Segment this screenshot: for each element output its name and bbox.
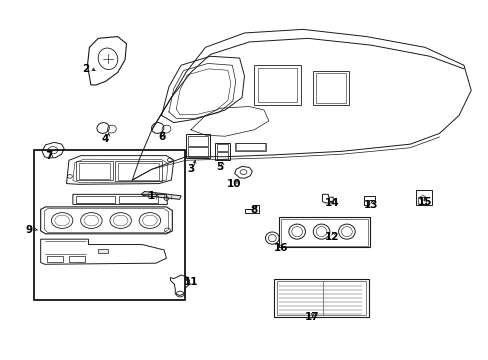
Text: 17: 17 [304, 312, 319, 322]
Bar [257, 68, 297, 102]
Bar [34, 149, 184, 300]
Text: 5: 5 [216, 162, 224, 172]
Text: 4: 4 [102, 134, 109, 144]
Bar [216, 144, 228, 151]
Text: 2: 2 [82, 64, 89, 74]
Bar [281, 219, 367, 246]
Bar [187, 147, 208, 157]
Bar [276, 281, 365, 315]
Text: 15: 15 [417, 197, 431, 207]
Bar [118, 163, 159, 180]
Text: 1: 1 [148, 191, 155, 201]
Bar [98, 249, 108, 253]
Text: 13: 13 [363, 200, 378, 210]
Bar [79, 163, 110, 179]
Bar [76, 196, 115, 203]
Bar [312, 71, 348, 105]
Bar [236, 143, 264, 150]
Bar [47, 256, 62, 262]
Bar [185, 134, 210, 158]
Text: 11: 11 [183, 277, 198, 287]
Bar [417, 197, 425, 204]
Bar [278, 217, 369, 247]
Text: 16: 16 [273, 243, 288, 253]
Text: 3: 3 [187, 164, 194, 174]
Bar [315, 73, 346, 103]
Text: 10: 10 [226, 179, 241, 189]
Text: 9: 9 [25, 225, 33, 235]
Bar [415, 190, 431, 205]
Bar [273, 279, 368, 317]
Bar [69, 256, 84, 262]
Bar [115, 161, 161, 181]
Polygon shape [141, 192, 181, 199]
Text: 6: 6 [158, 132, 165, 142]
Bar [215, 143, 229, 160]
Bar [119, 196, 158, 203]
Bar [76, 161, 113, 180]
Text: 12: 12 [325, 232, 339, 242]
Bar [216, 152, 228, 159]
Bar [234, 143, 266, 150]
Bar [187, 136, 208, 146]
Text: 7: 7 [45, 150, 52, 161]
Bar [254, 65, 300, 105]
Text: 8: 8 [250, 206, 257, 216]
Text: 14: 14 [325, 198, 339, 208]
